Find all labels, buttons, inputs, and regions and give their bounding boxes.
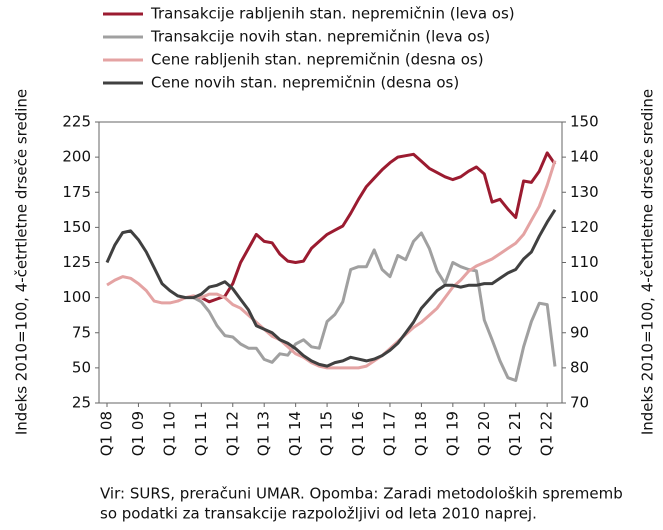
legend-label: Transakcije rabljenih stan. nepremičnin … — [150, 5, 515, 23]
legend-label: Cene rabljenih stan. nepremičnin (desna … — [151, 51, 484, 69]
y-tick-label: 125 — [62, 253, 91, 271]
x-tick-label: Q1 22 — [538, 411, 556, 456]
x-tick-label: Q1 11 — [192, 411, 210, 456]
y-tick-label: 100 — [62, 288, 91, 306]
x-tick-label: Q1 21 — [506, 411, 524, 456]
note: so podatki za transakcije razpoložljivi … — [100, 505, 537, 523]
y-tick-label: 25 — [72, 394, 91, 412]
plot-frame — [98, 121, 563, 404]
y2-tick-label: 140 — [570, 148, 599, 166]
y2-tick-label: 150 — [570, 113, 599, 131]
legend-label: Transakcije novih stan. nepremičnin (lev… — [150, 28, 490, 46]
x-tick-label: Q1 18 — [412, 411, 430, 456]
y2-tick-label: 130 — [570, 183, 599, 201]
x-tick-label: Q1 20 — [475, 411, 493, 456]
x-tick-label: Q1 19 — [443, 411, 461, 456]
y-tick-label: 50 — [72, 358, 91, 376]
y-tick-label: 225 — [62, 113, 91, 131]
legend-label: Cene novih stan. nepremičnin (desna os) — [151, 74, 459, 92]
y-tick-label: 175 — [62, 183, 91, 201]
y2-tick-label: 90 — [570, 323, 589, 341]
series-line — [105, 208, 557, 368]
y2-tick-label: 70 — [570, 394, 589, 412]
x-tick-label: Q1 17 — [380, 411, 398, 456]
y2-tick-label: 110 — [570, 253, 599, 271]
y-tick-label: 200 — [62, 148, 91, 166]
x-tick-label: Q1 13 — [255, 411, 273, 456]
series-line — [193, 151, 557, 304]
series-line — [106, 160, 557, 370]
y-tick-label: 150 — [62, 218, 91, 236]
y2-tick-label: 120 — [570, 218, 599, 236]
y2-tick-label: 80 — [570, 358, 589, 376]
x-tick-label: Q1 10 — [160, 411, 178, 456]
y2-tick-label: 100 — [570, 288, 599, 306]
x-tick-label: Q1 14 — [286, 411, 304, 456]
x-tick-label: Q1 12 — [223, 411, 241, 456]
y2-axis-title: Indeks 2010=100, 4-četrtletne drseče sre… — [639, 89, 657, 435]
x-tick-label: Q1 09 — [129, 411, 147, 456]
x-tick-label: Q1 16 — [349, 411, 367, 456]
x-tick-label: Q1 15 — [318, 411, 336, 456]
note: Vir: SURS, preračuni UMAR. Opomba: Zarad… — [100, 485, 623, 503]
y-axis-title: Indeks 2010=100, 4-četrtletne drseče sre… — [13, 89, 31, 435]
y-tick-label: 75 — [72, 323, 91, 341]
series-line — [192, 231, 557, 382]
x-tick-label: Q1 08 — [98, 411, 116, 456]
